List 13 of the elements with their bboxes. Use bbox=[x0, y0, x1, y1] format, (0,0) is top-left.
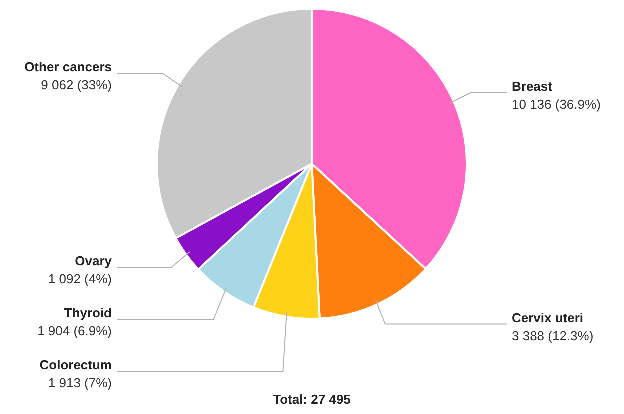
data-label: 10 136 (36.9%) bbox=[512, 97, 601, 112]
slice-label: Colorectum bbox=[40, 358, 112, 373]
slice-label: Ovary bbox=[75, 254, 113, 269]
text: Total: 27 495 bbox=[273, 392, 351, 407]
slice-label: Other cancers bbox=[24, 60, 112, 75]
slice-label: Breast bbox=[512, 79, 554, 94]
data-label: 1 092 (4%) bbox=[48, 272, 112, 287]
data-label: 9 062 (33%) bbox=[41, 78, 112, 93]
slice-label: Cervix uteri bbox=[512, 310, 584, 326]
data-label: 3 388 (12.3%) bbox=[512, 328, 594, 344]
data-label: 1 913 (7%) bbox=[48, 376, 112, 391]
slice-label: Thyroid bbox=[64, 306, 112, 321]
data-label: 1 904 (6.9%) bbox=[38, 324, 112, 339]
